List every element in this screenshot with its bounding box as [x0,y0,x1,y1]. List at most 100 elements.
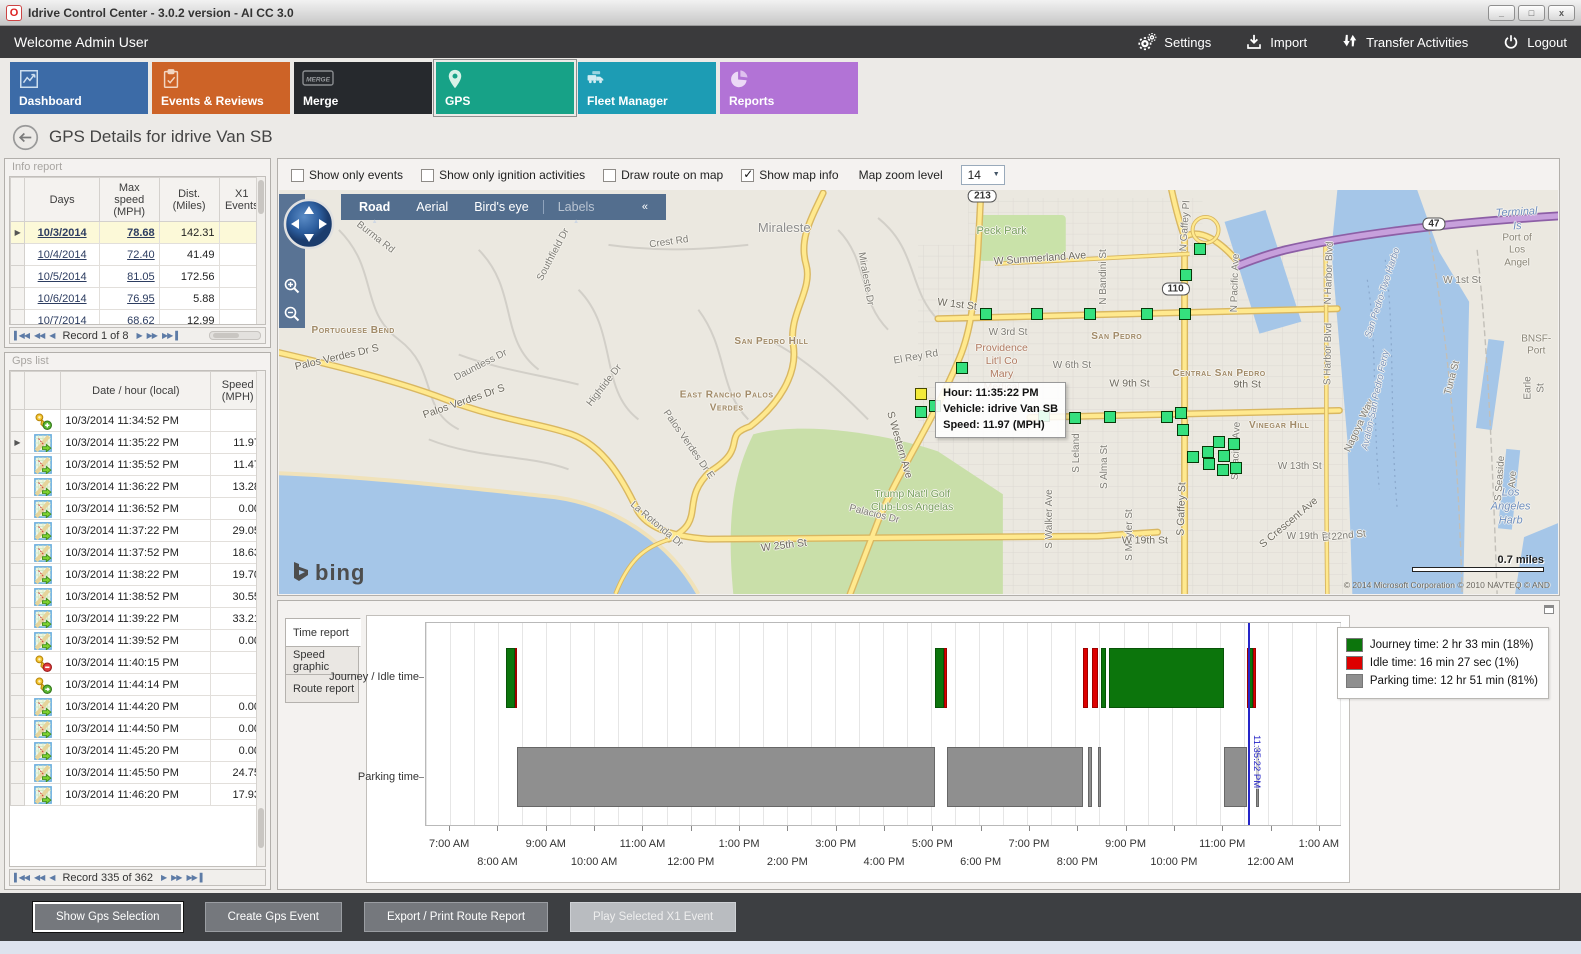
gps-list-row[interactable]: 10/3/2014 11:46:20 PM 17.93 [10,783,265,806]
gps-list-row[interactable]: 10/3/2014 11:34:52 PM [10,409,265,432]
idle-bar[interactable] [1082,648,1089,708]
pager-prev-icon[interactable]: ◀ [49,331,55,340]
gps-list-row[interactable]: 10/3/2014 11:45:50 PM 24.75 [10,761,265,784]
gps-marker[interactable] [1141,308,1154,321]
gps-list-row[interactable]: 10/3/2014 11:39:52 PM 0.00 [10,629,265,652]
gps-marker[interactable] [1228,438,1241,451]
map-type-road[interactable]: Road [359,200,390,214]
gps-marker-selected[interactable] [915,388,928,401]
idle-bar[interactable] [1092,648,1098,708]
gps-list-row[interactable]: 10/3/2014 11:35:52 PM 11.47 [10,453,265,476]
gps-marker[interactable] [1174,407,1187,419]
nav-tile-dashboard[interactable]: Dashboard [10,62,148,114]
info-column-header[interactable]: Dist. (Miles) [158,177,220,222]
map-type-aerial[interactable]: Aerial [416,200,449,214]
map-zoom-select[interactable]: 14 [960,165,1005,185]
map-canvas[interactable]: Burma Rd Crest Rd Southfield Dr Miraleste Mi… [279,190,1558,594]
chart-tab-route-report[interactable]: Route report [285,674,359,703]
gps-list-row[interactable]: ▶ 10/3/2014 11:35:22 PM 11.97 [10,431,265,454]
show-gps-selection-button[interactable]: Show Gps Selection [32,901,184,933]
gps-marker[interactable] [1177,423,1190,436]
info-report-grid[interactable]: Days Max speed (MPH) Dist. (Miles) X1 Event… [9,176,266,325]
gps-marker[interactable] [1179,268,1192,281]
gps-list-row[interactable]: 10/3/2014 11:40:15 PM [10,651,265,674]
gps-list-row[interactable]: 10/3/2014 11:39:22 PM 33.21 [10,607,265,630]
nav-tile-reports[interactable]: Reports [720,62,858,114]
gps-marker[interactable] [1216,463,1229,476]
map-type-bird-s-eye[interactable]: Bird's eye [474,200,529,214]
pager-next-page-icon[interactable]: ▶▶ [171,873,182,882]
nav-tile-merge[interactable]: MERGE Merge [294,62,432,114]
gps-list-pager[interactable]: ▌◀◀ ◀◀ ◀ Record 335 of 362 ▶ ▶▶ ▶▶▐ [9,869,266,886]
pager-last-icon[interactable]: ▶▶▐ [161,331,178,340]
nav-tile-gps[interactable]: GPS [433,59,577,117]
close-button[interactable]: x [1548,4,1575,21]
gps-list-row[interactable]: 10/3/2014 11:36:52 PM 0.00 [10,497,265,520]
pager-last-icon[interactable]: ▶▶▐ [186,873,202,882]
gps-marker[interactable] [1083,308,1096,321]
pager-prev-icon[interactable]: ◀ [49,873,55,882]
gps-list-row[interactable]: 10/3/2014 11:36:22 PM 13.28 [10,475,265,498]
gps-list-row[interactable]: 10/3/2014 11:45:20 PM 0.00 [10,739,265,762]
gps-list-row[interactable]: 10/3/2014 11:44:20 PM 0.00 [10,695,265,718]
settings-button[interactable]: Settings [1137,32,1211,52]
gps-list-grid[interactable]: Date / hour (local) Speed (MPH) 10/3/2014 … [9,370,266,867]
gps-marker[interactable] [1160,411,1173,424]
chart-plot[interactable]: 11:35:22 PM [425,622,1341,826]
info-report-row[interactable]: 10/7/2014 68.62 12.99 [10,309,265,324]
map-compass-control[interactable] [283,198,335,250]
pager-first-icon[interactable]: ▌◀◀ [14,331,30,340]
checkbox-show-only-ignition-activities[interactable]: Show only ignition activities [421,168,585,182]
pager-hscrollbar[interactable] [209,331,261,340]
gps-marker[interactable] [1068,412,1081,425]
info-report-row[interactable]: ▶ 10/3/2014 78.68 142.31 [10,221,265,244]
maximize-button[interactable]: □ [1518,4,1545,21]
gps-marker[interactable] [1229,461,1242,474]
parking-bar[interactable] [1223,747,1247,807]
gps-list-row[interactable]: 10/3/2014 11:37:52 PM 18.63 [10,541,265,564]
create-gps-event-button[interactable]: Create Gps Event [204,902,342,932]
info-column-header[interactable]: Max speed (MPH) [98,177,160,222]
checkbox-box[interactable] [603,168,617,182]
gps-marker[interactable] [980,308,993,321]
pager-prev-page-icon[interactable]: ◀◀ [33,331,45,340]
pager-next-icon[interactable]: ▶ [136,331,143,340]
import-button[interactable]: Import [1245,32,1307,52]
gps-marker[interactable] [1178,308,1191,321]
info-report-row[interactable]: 10/6/2014 76.95 5.88 [10,287,265,310]
gps-list-row[interactable]: 10/3/2014 11:44:14 PM [10,673,265,696]
gps-grid-scrollbar[interactable] [256,371,265,866]
info-report-pager[interactable]: ▌◀◀ ◀◀ ◀ Record 1 of 8 ▶ ▶▶ ▶▶▐ [9,327,266,344]
parking-bar[interactable] [1097,747,1102,807]
journey-bar[interactable] [506,648,515,708]
journey-bar[interactable] [935,648,944,708]
chart-tab-speed-graphic[interactable]: Speed graphic [285,646,359,675]
idle-bar[interactable] [1252,648,1256,708]
parking-bar[interactable] [947,747,1083,807]
gps-marker[interactable] [1218,450,1231,463]
back-button[interactable] [12,124,39,151]
info-report-row[interactable]: 10/4/2014 72.40 41.49 [10,243,265,266]
journey-bar[interactable] [1109,648,1224,708]
parking-bar[interactable] [1088,747,1093,807]
gps-list-row[interactable]: 10/3/2014 11:38:52 PM 30.55 [10,585,265,608]
parking-bar[interactable] [517,747,936,807]
map-type-labels[interactable]: Labels [558,200,595,214]
checkbox-box[interactable] [741,167,755,182]
gps-marker[interactable] [1213,435,1226,448]
chart-tab-time-report[interactable]: Time report [285,618,361,647]
gps-marker[interactable] [1031,308,1044,321]
gps-marker[interactable] [1193,242,1206,255]
pager-first-icon[interactable]: ▌◀◀ [14,873,30,882]
journey-bar[interactable] [1249,648,1253,708]
nav-tile-events-reviews[interactable]: Events & Reviews [152,62,290,114]
checkbox-show-map-info[interactable]: Show map info [741,167,839,182]
gps-list-row[interactable]: 10/3/2014 11:44:50 PM 0.00 [10,717,265,740]
info-report-row[interactable]: 10/5/2014 81.05 172.56 [10,265,265,288]
transfer-activities-button[interactable]: Transfer Activities [1341,32,1468,52]
checkbox-show-only-events[interactable]: Show only events [291,168,403,182]
gps-list-row[interactable]: 10/3/2014 11:37:22 PM 29.05 [10,519,265,542]
chart-panel-collapse-icon[interactable] [1544,605,1554,614]
pager-next-page-icon[interactable]: ▶▶ [146,331,158,340]
info-column-header[interactable]: Days [24,177,100,222]
